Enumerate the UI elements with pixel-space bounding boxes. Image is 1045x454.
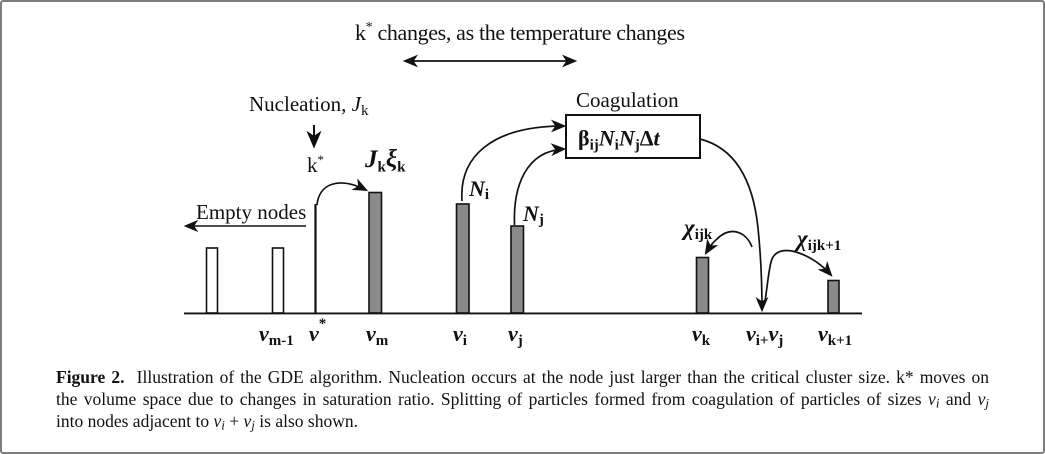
svg-text:χijk+1: χijk+1 [794,226,841,254]
svg-text:Nucleation, Jk: Nucleation, Jk [249,92,369,119]
svg-text:βijNiNjΔt: βijNiNjΔt [578,126,661,154]
svg-text:vi: vi [453,321,467,349]
svg-text:vi+vj: vi+vj [746,321,783,349]
svg-text:vk: vk [692,321,711,349]
svg-text:k*: k* [307,152,324,177]
svg-text:vm-1: vm-1 [259,321,294,349]
svg-text:Coagulation: Coagulation [576,88,679,112]
svg-text:Empty nodes: Empty nodes [196,200,306,224]
svg-text:Jkξk: Jkξk [364,146,406,176]
svg-text:v*: v* [309,316,326,346]
svg-text:Nj: Nj [522,201,544,228]
svg-text:vk+1: vk+1 [818,321,852,349]
svg-text:k* changes, as the temperature: k* changes, as the temperature changes [355,20,685,45]
svg-text:χijk: χijk [681,215,713,243]
svg-text:vj: vj [508,321,523,349]
svg-text:vm: vm [366,321,389,349]
svg-text:Ni: Ni [468,176,489,203]
